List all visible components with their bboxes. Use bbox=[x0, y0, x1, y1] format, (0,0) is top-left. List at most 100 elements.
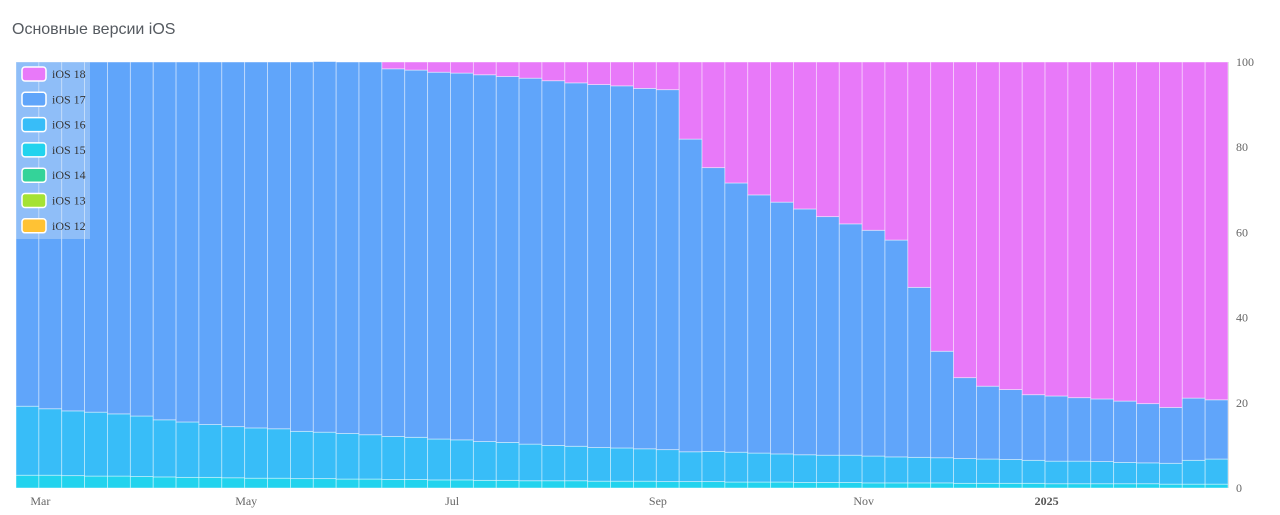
bar-segment-ios-18 bbox=[747, 61, 772, 196]
bar-segment-ios-17 bbox=[198, 61, 223, 425]
bar-segment-ios-17 bbox=[907, 286, 932, 458]
bar-segment-ios-16 bbox=[587, 447, 611, 482]
bar-segment-ios-17 bbox=[107, 61, 131, 415]
bar-column-42 bbox=[976, 61, 1000, 489]
bar-segment-ios-17 bbox=[724, 182, 749, 453]
bar-column-37 bbox=[861, 61, 886, 489]
legend-item[interactable]: iOS 18 bbox=[21, 66, 86, 82]
legend-item[interactable]: iOS 12 bbox=[21, 218, 86, 234]
bar-segment-ios-16 bbox=[701, 450, 726, 483]
bar-column-2 bbox=[61, 61, 86, 489]
bar-segment-ios-16 bbox=[84, 411, 108, 477]
bar-segment-ios-15 bbox=[1181, 483, 1206, 489]
bar-segment-ios-16 bbox=[1113, 462, 1137, 485]
bar-segment-ios-15 bbox=[61, 475, 86, 489]
bar-column-22 bbox=[518, 61, 543, 489]
bar-segment-ios-17 bbox=[587, 84, 611, 448]
y-tick-label: 60 bbox=[1236, 225, 1248, 239]
bar-segment-ios-17 bbox=[495, 76, 520, 443]
legend-item[interactable]: iOS 14 bbox=[21, 167, 86, 183]
bar-segment-ios-16 bbox=[427, 438, 451, 481]
bar-segment-ios-16 bbox=[930, 457, 954, 484]
bar-segment-ios-16 bbox=[815, 454, 840, 483]
y-tick-label: 0 bbox=[1236, 481, 1242, 495]
bar-segment-ios-15 bbox=[610, 480, 634, 489]
bar-column-19 bbox=[450, 61, 474, 489]
bar-segment-ios-17 bbox=[312, 61, 337, 433]
bar-column-6 bbox=[152, 61, 177, 489]
bar-segment-ios-15 bbox=[15, 474, 40, 489]
bar-segment-ios-17 bbox=[953, 377, 977, 460]
legend-item[interactable]: iOS 17 bbox=[21, 91, 86, 108]
bar-column-40 bbox=[930, 61, 954, 489]
bar-segment-ios-16 bbox=[312, 431, 337, 480]
bar-segment-ios-15 bbox=[747, 481, 772, 489]
y-tick-label: 20 bbox=[1236, 396, 1248, 410]
bar-segment-ios-16 bbox=[495, 442, 520, 481]
bar-segment-ios-15 bbox=[198, 476, 223, 489]
bar-column-15 bbox=[358, 61, 383, 489]
bar-segment-ios-18 bbox=[678, 61, 703, 140]
bar-segment-ios-15 bbox=[495, 479, 520, 489]
legend: iOS 18 iOS 17 iOS 16 iOS 15 iOS 14 iOS 13 iOS … bbox=[16, 62, 90, 239]
bar-segment-ios-16 bbox=[198, 424, 223, 478]
bar-column-17 bbox=[404, 61, 429, 489]
bar-segment-ios-15 bbox=[221, 477, 246, 489]
bar-segment-ios-17 bbox=[152, 61, 177, 421]
bar-segment-ios-18 bbox=[587, 61, 611, 85]
bar-segment-ios-15 bbox=[1159, 483, 1183, 489]
bar-segment-ios-16 bbox=[335, 433, 360, 480]
bar-segment-ios-17 bbox=[381, 68, 406, 437]
bar-column-3 bbox=[84, 61, 108, 489]
bar-column-8 bbox=[198, 61, 223, 489]
bar-segment-ios-16 bbox=[107, 413, 131, 477]
bar-column-7 bbox=[175, 61, 200, 489]
bar-segment-ios-18 bbox=[427, 61, 451, 73]
x-tick-label: 2025 bbox=[1035, 494, 1059, 508]
bar-segment-ios-16 bbox=[175, 421, 200, 478]
bar-segment-ios-15 bbox=[998, 482, 1023, 489]
bar-segment-ios-17 bbox=[838, 223, 863, 456]
bar-column-41 bbox=[953, 61, 977, 489]
bar-column-25 bbox=[587, 61, 611, 489]
bar-segment-ios-17 bbox=[998, 389, 1023, 460]
bar-segment-ios-18 bbox=[1090, 61, 1115, 400]
bar-segment-ios-15 bbox=[724, 481, 749, 489]
bar-segment-ios-17 bbox=[290, 61, 314, 432]
bar-segment-ios-17 bbox=[861, 229, 886, 457]
bar-segment-ios-15 bbox=[404, 479, 429, 489]
bar-segment-ios-18 bbox=[953, 61, 977, 379]
bar-segment-ios-17 bbox=[976, 385, 1000, 460]
legend-swatch bbox=[21, 218, 47, 234]
legend-item[interactable]: iOS 13 bbox=[21, 192, 86, 209]
legend-swatch bbox=[21, 116, 47, 133]
bar-segment-ios-15 bbox=[953, 482, 977, 489]
bar-segment-ios-17 bbox=[221, 61, 246, 428]
bar-segment-ios-16 bbox=[38, 408, 63, 476]
legend-label: iOS 17 bbox=[52, 92, 86, 106]
bar-segment-ios-16 bbox=[861, 455, 886, 484]
bar-segment-ios-16 bbox=[633, 448, 657, 482]
bar-segment-ios-18 bbox=[655, 61, 680, 91]
legend-item[interactable]: iOS 15 bbox=[21, 142, 86, 158]
bar-segment-ios-18 bbox=[381, 61, 406, 70]
bar-segment-ios-16 bbox=[747, 452, 772, 483]
y-axis: 0 20 40 60 80 100 bbox=[1236, 55, 1254, 495]
bar-segment-ios-17 bbox=[1044, 395, 1069, 462]
bar-segment-ios-15 bbox=[655, 481, 680, 489]
bar-segment-ios-17 bbox=[541, 80, 566, 446]
bar-column-29 bbox=[678, 61, 703, 489]
legend-swatch bbox=[21, 167, 47, 183]
bar-segment-ios-17 bbox=[1204, 399, 1229, 460]
bar-segment-ios-15 bbox=[1136, 483, 1160, 489]
bar-segment-ios-16 bbox=[290, 430, 314, 480]
bar-segment-ios-15 bbox=[38, 474, 63, 489]
bar-segment-ios-16 bbox=[1090, 461, 1115, 485]
legend-item[interactable]: iOS 16 bbox=[21, 116, 86, 133]
bar-column-20 bbox=[472, 61, 497, 489]
bar-segment-ios-15 bbox=[129, 476, 154, 489]
x-tick-label: Jul bbox=[445, 494, 460, 508]
bar-segment-ios-17 bbox=[701, 167, 726, 452]
bar-segment-ios-15 bbox=[1204, 483, 1229, 489]
bar-segment-ios-17 bbox=[335, 61, 360, 434]
